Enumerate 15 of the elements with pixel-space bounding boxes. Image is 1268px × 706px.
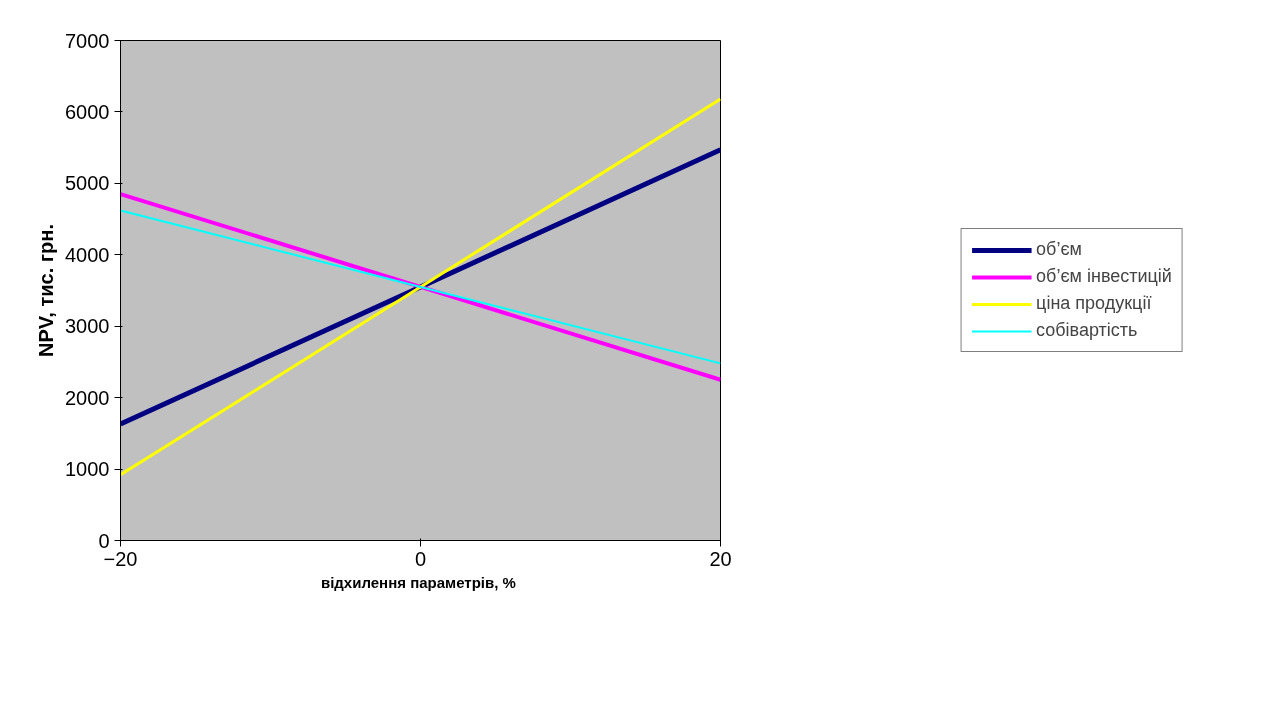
y-tick-label: 4000 bbox=[65, 243, 110, 266]
x-axis-title: відхилення параметрів, % bbox=[320, 573, 516, 591]
legend-label: собівартість bbox=[1036, 320, 1138, 341]
y-tick-label: 2000 bbox=[65, 386, 110, 409]
legend-label: об’єм bbox=[1036, 239, 1082, 260]
legend-label: об’єм інвестицій bbox=[1036, 266, 1172, 287]
y-tick-label: 3000 bbox=[65, 315, 110, 338]
legend-label: ціна продукції bbox=[1036, 293, 1152, 314]
x-tick-label: 0 bbox=[414, 547, 427, 570]
x-tick-label: 20 bbox=[709, 547, 732, 570]
y-axis-title: NPV, тис. грн. bbox=[35, 224, 58, 357]
y-tick-label: 6000 bbox=[65, 100, 110, 123]
y-tick-label: 1000 bbox=[65, 458, 110, 481]
y-tick-label: 7000 bbox=[65, 29, 110, 52]
y-tick-label: 5000 bbox=[65, 172, 110, 195]
